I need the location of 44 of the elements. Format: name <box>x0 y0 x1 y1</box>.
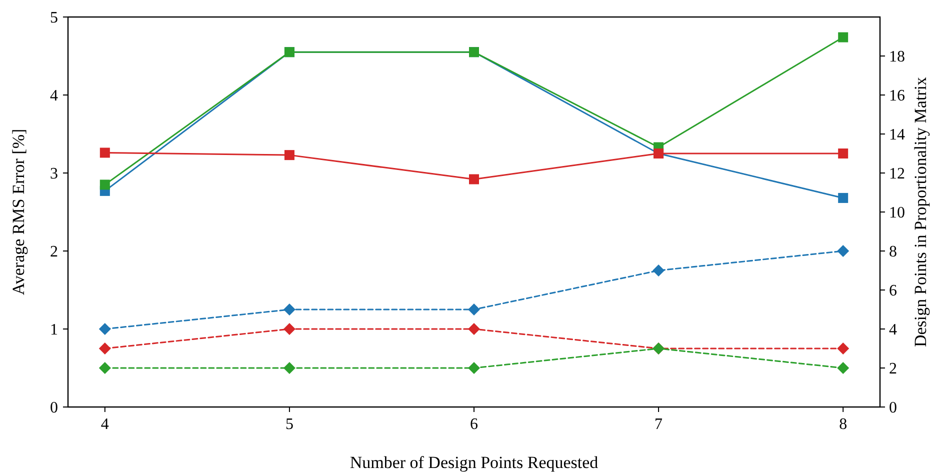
point <box>100 148 110 158</box>
point <box>98 342 111 354</box>
point <box>283 323 296 335</box>
point <box>837 342 850 354</box>
point <box>98 362 111 374</box>
y-tick-label: 5 <box>50 10 58 27</box>
y2-tick-label: 18 <box>889 48 905 66</box>
point <box>468 304 480 316</box>
y-tick-label: 0 <box>50 400 58 417</box>
point <box>468 362 480 374</box>
y2-tick-label: 6 <box>889 282 897 300</box>
point <box>283 362 296 374</box>
point <box>837 245 850 257</box>
y2-tick-label: 10 <box>889 204 905 222</box>
x-tick-label: 5 <box>285 416 294 433</box>
y2-tick-label: 4 <box>889 322 897 339</box>
point <box>100 180 110 190</box>
x-tick-label: 6 <box>470 416 478 433</box>
point <box>283 304 296 316</box>
y2-axis-title: Design Points in Proportionality Matrix <box>911 76 930 348</box>
point <box>838 192 848 203</box>
point <box>838 32 848 42</box>
x-tick-label: 8 <box>839 416 848 433</box>
point <box>652 264 665 276</box>
point <box>469 174 479 184</box>
y2-tick-label: 0 <box>889 400 897 417</box>
point <box>98 323 111 335</box>
point <box>837 362 850 374</box>
y-axis-title: Average RMS Error [%] <box>9 128 28 296</box>
y2-tick-label: 16 <box>889 88 905 105</box>
y-tick-label: 2 <box>50 244 58 261</box>
x-axis-title: Number of Design Points Requested <box>350 453 599 472</box>
y-tick-label: 4 <box>50 88 58 105</box>
y2-tick-label: 14 <box>889 126 905 144</box>
y2-tick-label: 12 <box>889 166 905 183</box>
point <box>284 150 294 160</box>
point <box>838 148 848 158</box>
y2-tick-label: 8 <box>889 244 897 261</box>
y-tick-label: 3 <box>50 166 58 183</box>
y2-tick-label: 2 <box>889 360 897 378</box>
x-tick-label: 7 <box>654 416 663 433</box>
point <box>468 323 480 335</box>
y-tick-label: 1 <box>50 322 58 339</box>
x-tick-label: 4 <box>100 416 109 433</box>
